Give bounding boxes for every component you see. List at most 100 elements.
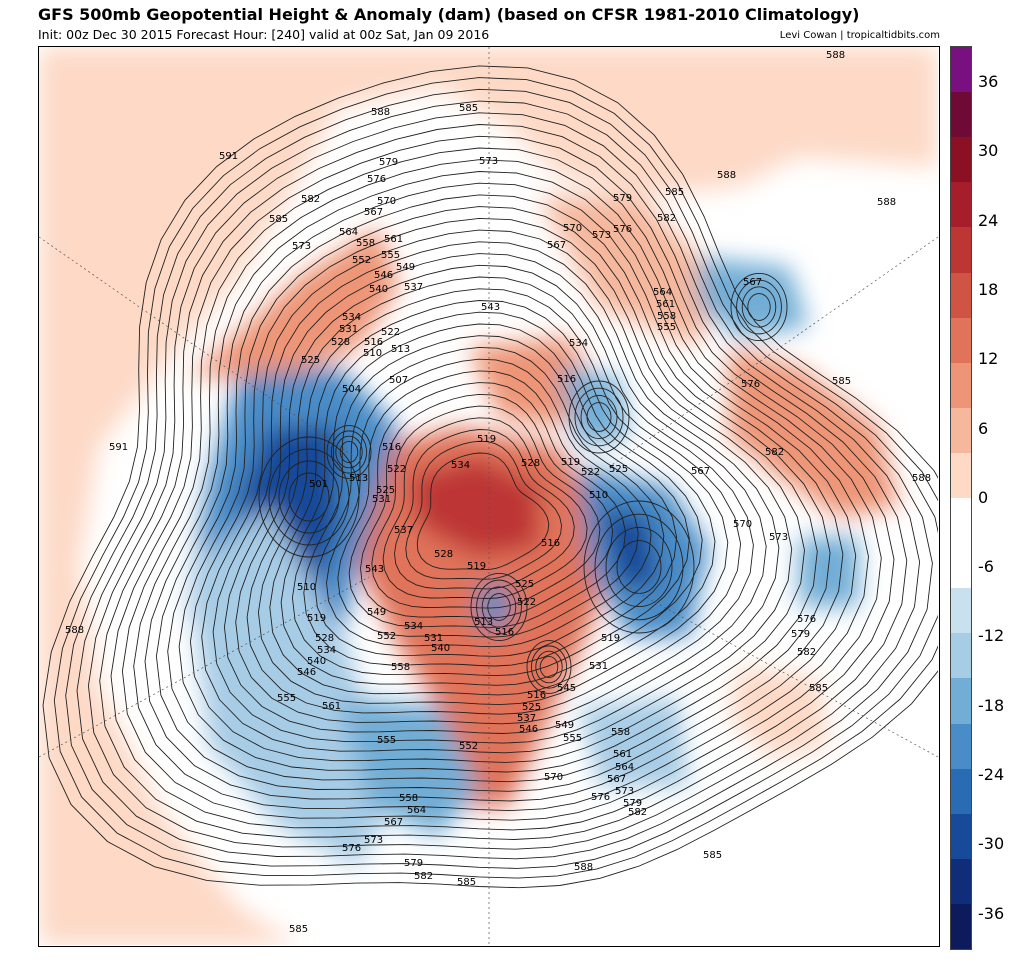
- contour-label: 546: [374, 270, 393, 281]
- contour-label: 546: [519, 724, 538, 735]
- contour-closed: [535, 650, 563, 684]
- contour-label: 585: [832, 376, 851, 387]
- contour-label: 545: [557, 683, 576, 694]
- credit-text: Levi Cowan | tropicaltidbits.com: [779, 30, 940, 41]
- contour-closed: [580, 394, 618, 440]
- colorbar-segment: [951, 92, 971, 138]
- contour-label: 546: [297, 667, 316, 678]
- contour-label: 534: [317, 645, 336, 656]
- colorbar-tick: 30: [978, 141, 999, 161]
- colorbar-segment: [951, 723, 971, 770]
- height-contours: [42, 65, 938, 889]
- contour-label: 573: [769, 532, 788, 543]
- contour-closed: [594, 513, 684, 621]
- colorbar-tick: -18: [978, 695, 1005, 715]
- contour-label: 576: [342, 843, 361, 854]
- contour-label: 588: [877, 197, 896, 208]
- contour-label: 525: [515, 579, 534, 590]
- contour-closed: [476, 579, 522, 635]
- contour-line: [405, 440, 562, 580]
- contour-label: 564: [339, 227, 358, 238]
- colorbar-segment: [951, 452, 971, 499]
- contour-closed: [526, 640, 572, 694]
- contour-label: 522: [381, 327, 400, 338]
- contour-line: [110, 135, 895, 831]
- contour-label: 510: [297, 582, 316, 593]
- contour-label: 579: [379, 157, 398, 168]
- contour-label: 555: [377, 735, 396, 746]
- contour-label: 510: [589, 490, 608, 501]
- contour-line: [223, 253, 767, 734]
- contour-label: 549: [396, 262, 415, 273]
- contour-line: [178, 206, 818, 773]
- contour-label: 588: [371, 107, 390, 118]
- contour-closed: [539, 655, 559, 679]
- contour-label: 543: [365, 564, 384, 575]
- contour-closed: [574, 387, 624, 447]
- contour-label: 522: [581, 467, 600, 478]
- colorbar-segment: [951, 858, 971, 905]
- contour-label: 531: [372, 494, 391, 505]
- contour-line: [155, 182, 844, 792]
- contour-label: 582: [797, 647, 816, 658]
- contour-label: 582: [301, 194, 320, 205]
- contour-label: 579: [404, 858, 423, 869]
- colorbar-tick: -24: [978, 765, 1005, 784]
- contour-label: 588: [65, 625, 84, 636]
- colorbar-segment: [951, 543, 971, 589]
- colorbar-tick: 18: [978, 279, 999, 299]
- contour-label: 585: [665, 187, 684, 198]
- contour-line: [291, 323, 690, 677]
- contour-closed: [330, 430, 368, 474]
- contour-label: 570: [377, 196, 396, 207]
- contour-line: [269, 300, 716, 696]
- colorbar-segment: [951, 362, 971, 409]
- contour-label: 561: [322, 701, 341, 712]
- contour-label: 561: [656, 299, 675, 310]
- contour-label: 567: [743, 277, 762, 288]
- contour-line: [246, 276, 742, 715]
- contour-closed: [335, 435, 363, 469]
- contour-closed: [730, 272, 788, 342]
- colorbar-segment: [951, 47, 971, 93]
- contour-closed: [470, 572, 528, 642]
- contour-line: [189, 217, 805, 763]
- contour-label: 573: [292, 241, 311, 252]
- contour-closed: [747, 293, 771, 321]
- contour-label: 555: [277, 693, 296, 704]
- contour-label: 540: [369, 284, 388, 295]
- contour-label: 585: [269, 214, 288, 225]
- contour-label: 588: [826, 50, 845, 61]
- contour-label: 513: [391, 344, 410, 355]
- contour-label: 564: [407, 805, 426, 816]
- contour-closed: [258, 436, 360, 558]
- contour-line: [371, 405, 601, 609]
- contour-line: [144, 171, 857, 802]
- contour-line: [121, 147, 882, 821]
- colorbar-segment: [951, 182, 971, 228]
- contour-label: 582: [765, 447, 784, 458]
- contour-label: 591: [219, 151, 238, 162]
- contour-label: 567: [547, 240, 566, 251]
- colorbar-tick: -30: [978, 834, 1005, 854]
- contour-label: 516: [364, 337, 383, 348]
- colorbar-segment: [951, 768, 971, 815]
- contour-line: [53, 77, 938, 879]
- contour-line: [382, 417, 588, 599]
- contour-label: 561: [613, 749, 632, 760]
- contour-label: 552: [352, 255, 371, 266]
- contour-line: [87, 112, 921, 850]
- contour-label: 573: [364, 835, 383, 846]
- contour-label: 558: [657, 311, 676, 322]
- contour-label: 567: [384, 817, 403, 828]
- contour-label: 570: [733, 519, 752, 530]
- colorbar-segment: [951, 498, 971, 544]
- colorbar-tick: 0: [978, 487, 989, 507]
- colorbar-segment: [951, 272, 971, 319]
- forecast-subtitle: Init: 00z Dec 30 2015 Forecast Hour: [24…: [38, 27, 490, 42]
- contour-closed: [326, 425, 372, 479]
- contour-label: 534: [569, 338, 588, 349]
- contour-label: 531: [339, 324, 358, 335]
- contour-label: 579: [623, 798, 642, 809]
